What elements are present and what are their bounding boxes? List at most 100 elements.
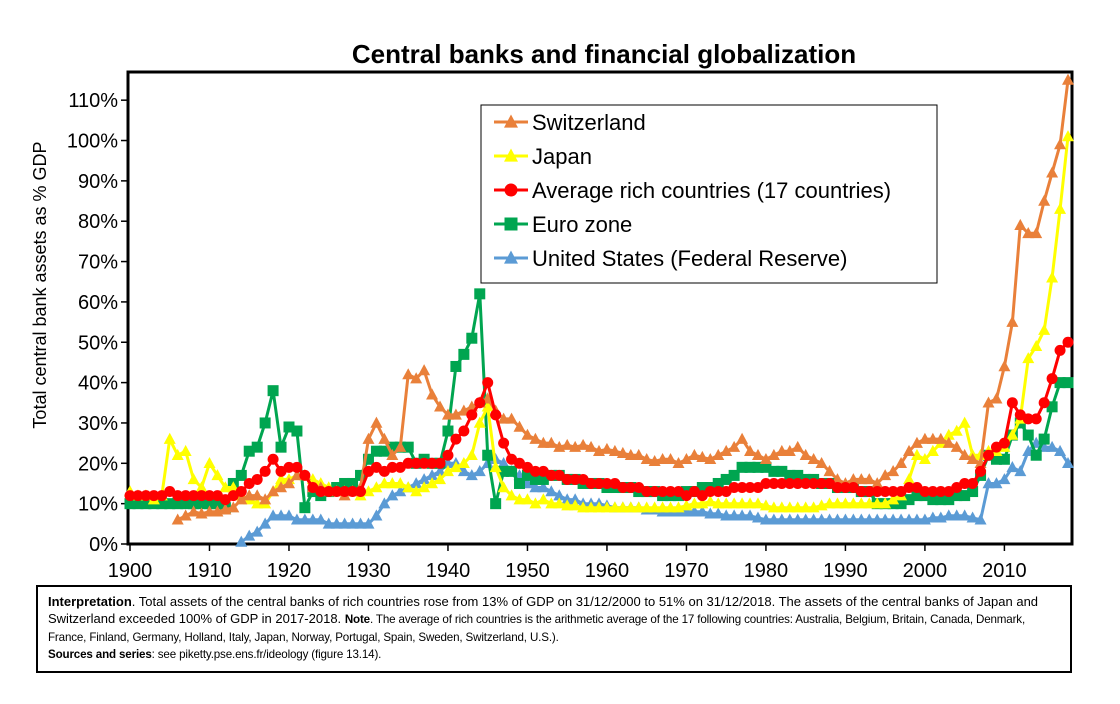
data-point-switzerland [720,444,733,456]
data-point-euro-zone [1030,449,1042,461]
data-point-switzerland [616,446,629,458]
data-point-switzerland [449,408,462,420]
data-point-united-states-federal-reserve [887,513,900,525]
data-point-united-states-federal-reserve [1062,456,1074,469]
y-tick-label: 100% [67,131,118,153]
data-point-average-rich-countries-17-countries [426,457,438,469]
data-point-euro-zone [1022,429,1034,441]
data-point-united-states-federal-reserve [751,511,764,523]
data-point-japan [799,501,812,513]
data-point-japan [712,497,725,509]
data-point-united-states-federal-reserve [569,493,582,505]
data-point-euro-zone [760,461,772,473]
data-point-japan [616,501,629,513]
data-point-united-states-federal-reserve [1014,465,1027,477]
data-point-euro-zone [482,449,494,461]
data-point-japan [791,501,804,513]
data-point-united-states-federal-reserve [553,489,566,501]
data-point-euro-zone [355,469,367,481]
data-point-switzerland [903,444,916,456]
data-point-united-states-federal-reserve [338,517,351,529]
data-point-united-states-federal-reserve [950,509,963,521]
data-point-average-rich-countries-17-countries [331,486,343,498]
data-point-euro-zone [1054,377,1066,389]
data-point-euro-zone [776,465,788,477]
data-point-united-states-federal-reserve [362,517,375,529]
series-line-euro-zone [130,292,1068,510]
data-point-united-states-federal-reserve [903,513,916,525]
data-point-euro-zone [132,498,144,510]
data-point-average-rich-countries-17-countries [235,486,247,498]
data-point-average-rich-countries-17-countries [863,486,875,498]
data-point-euro-zone [267,385,279,397]
data-point-united-states-federal-reserve [298,513,311,525]
data-point-average-rich-countries-17-countries [704,486,716,498]
data-point-japan [847,497,860,509]
data-point-united-states-federal-reserve [418,473,431,485]
data-point-switzerland [918,432,931,444]
y-axis-label: Total central bank assets as % GDP [30,141,50,428]
data-point-united-states-federal-reserve [871,513,884,525]
data-point-euro-zone [299,502,311,514]
data-point-euro-zone [792,469,804,481]
x-tick-label: 1930 [346,560,391,582]
data-point-switzerland [537,436,550,448]
data-point-united-states-federal-reserve [275,509,288,521]
data-point-switzerland [895,456,908,469]
data-point-average-rich-countries-17-countries [959,477,971,489]
data-point-japan [561,499,574,511]
data-point-euro-zone [347,477,359,489]
data-point-japan [704,495,717,507]
data-point-united-states-federal-reserve [799,513,812,525]
data-point-average-rich-countries-17-countries [315,486,327,498]
data-point-average-rich-countries-17-countries [355,486,367,498]
data-point-switzerland [863,473,876,485]
data-point-switzerland [529,432,542,444]
data-point-euro-zone [466,332,478,344]
series-layer [124,73,1074,547]
x-tick-label: 1980 [744,560,789,582]
data-point-united-states-federal-reserve [863,513,876,525]
data-point-average-rich-countries-17-countries [196,490,208,502]
interpretation-paragraph: Interpretation. Total assets of the cent… [48,593,1062,646]
sources-label: Sources and series [48,648,152,661]
data-point-average-rich-countries-17-countries [601,477,613,489]
data-point-japan [1038,323,1051,335]
data-point-switzerland [990,392,1003,404]
y-tick-label: 30% [78,413,118,435]
data-point-japan [370,481,383,493]
data-point-japan [537,493,550,505]
data-point-switzerland [426,388,439,400]
data-point-united-states-federal-reserve [314,513,327,525]
x-axis: 1900 1910 1920 1930 1940 1950 1960 1970 1980 1990… [108,544,1027,582]
data-point-japan [545,497,558,509]
data-point-average-rich-countries-17-countries [816,477,828,489]
data-point-japan [219,481,232,493]
x-tick-label: 1940 [426,560,471,582]
interpretation-note: Interpretation. Total assets of the cent… [36,585,1072,673]
data-point-united-states-federal-reserve [529,481,542,493]
data-point-switzerland [267,485,280,497]
data-point-switzerland [950,440,963,452]
data-point-switzerland [744,444,757,456]
data-point-united-states-federal-reserve [728,509,741,521]
legend-swatch-marker [504,114,518,128]
data-point-average-rich-countries-17-countries [855,486,867,498]
data-point-united-states-federal-reserve [783,513,796,525]
data-point-japan [529,497,542,509]
data-point-switzerland [362,432,375,444]
data-point-japan [839,497,852,509]
data-point-japan [585,501,598,513]
data-point-euro-zone [506,465,518,477]
data-point-average-rich-countries-17-countries [641,486,653,498]
data-point-united-states-federal-reserve [775,513,788,525]
data-point-japan [195,481,208,493]
data-point-united-states-federal-reserve [465,469,478,481]
data-point-united-states-federal-reserve [426,469,439,481]
data-point-switzerland [751,448,764,460]
data-point-average-rich-countries-17-countries [712,486,724,498]
data-point-japan [394,477,407,489]
legend-label: United States (Federal Reserve) [532,246,847,271]
data-point-united-states-federal-reserve [839,513,852,525]
data-point-japan [831,497,844,509]
